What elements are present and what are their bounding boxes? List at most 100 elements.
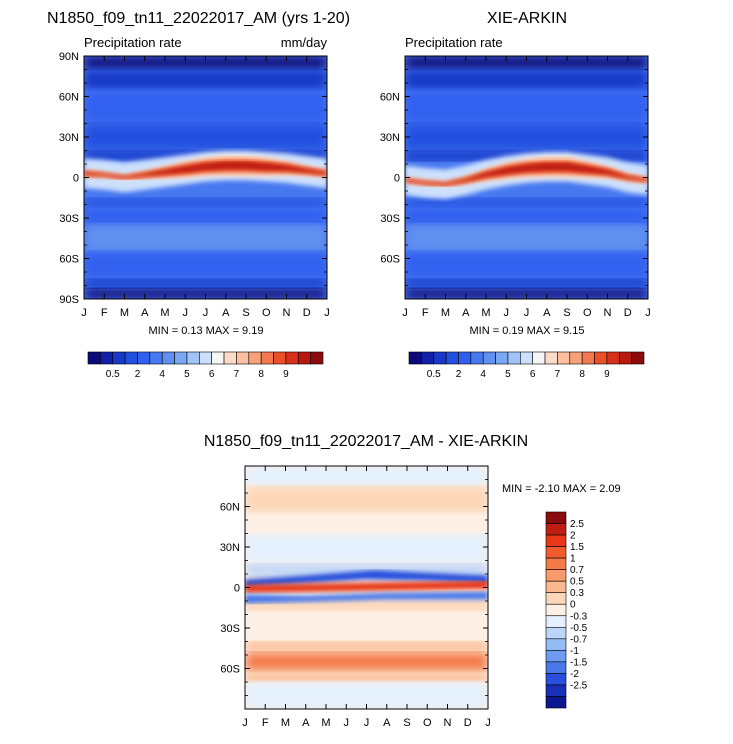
panel-model-colorbar: 0.5 2 4 5 6 7 8 9 xyxy=(87,351,324,380)
field-band xyxy=(84,207,327,225)
colorbar-swatch xyxy=(137,351,151,365)
x-tick-label: M xyxy=(120,307,129,319)
field-body xyxy=(245,466,488,709)
field-band xyxy=(84,288,327,299)
x-tick-label: J xyxy=(524,307,530,319)
colorbar-swatch xyxy=(520,351,533,365)
y-tick-label: 60S xyxy=(380,254,400,266)
colorbar-swatch xyxy=(199,351,212,365)
panel-model-units: mm/day xyxy=(281,35,328,50)
field-body xyxy=(405,56,648,299)
colorbar-swatch xyxy=(174,351,188,365)
diff-neg-band-south xyxy=(245,591,488,604)
diff-band xyxy=(245,466,488,487)
colorbar-label: 0.5 xyxy=(427,369,441,380)
panel-model-subtitle: Precipitation rate xyxy=(84,35,182,50)
colorbar-swatch xyxy=(297,351,311,365)
colorbar-swatch xyxy=(445,351,459,365)
field-band xyxy=(84,278,327,289)
colorbar-label: 5 xyxy=(184,369,190,380)
x-tick-label: J xyxy=(645,307,651,319)
colorbar-label: 4 xyxy=(480,369,486,380)
field-band xyxy=(84,224,327,252)
colorbar-label: -2 xyxy=(570,669,579,680)
colorbar-swatch xyxy=(408,351,422,365)
colorbar-label: -1 xyxy=(570,646,579,657)
colorbar-swatch xyxy=(532,351,546,365)
colorbar-swatch xyxy=(569,351,583,365)
x-tick-label: A xyxy=(383,717,391,729)
colorbar-swatch xyxy=(545,615,567,628)
x-tick-label: J xyxy=(203,307,209,319)
diff-band xyxy=(245,533,488,564)
x-tick-label: O xyxy=(262,307,271,319)
colorbar-label: 4 xyxy=(159,369,165,380)
diff-band xyxy=(245,652,488,672)
x-tick-label: D xyxy=(464,717,472,729)
field-band xyxy=(84,197,327,208)
panel-diff-colorbar: 2.521.510.70.50.30-0.3-0.5-0.7-1-1.5-2-2… xyxy=(545,511,588,709)
diff-band xyxy=(245,611,488,642)
colorbar-label: -0.5 xyxy=(570,623,588,634)
field-band xyxy=(405,123,648,151)
x-tick-label: O xyxy=(423,717,432,729)
field-body xyxy=(84,56,327,299)
y-tick-label: 30S xyxy=(59,213,79,225)
x-tick-label: N xyxy=(283,307,291,319)
y-tick-label: 30N xyxy=(380,132,400,144)
colorbar-swatch xyxy=(495,351,509,365)
diff-band xyxy=(245,513,488,534)
colorbar-swatch xyxy=(545,638,567,651)
panel-diff: N1850_f09_tn11_22022017_AM - XIE-ARKIN 6… xyxy=(204,433,621,729)
panel-obs-colorbar: 0.5 2 4 5 6 7 8 9 xyxy=(408,351,645,380)
colorbar-label: -0.3 xyxy=(570,611,588,622)
field-band xyxy=(405,278,648,289)
colorbar-label: 5 xyxy=(505,369,511,380)
colorbar-swatch xyxy=(545,661,567,674)
panel-model: N1850_f09_tn11_22022017_AM (yrs 1-20) Pr… xyxy=(47,10,350,380)
colorbar-label: 0.3 xyxy=(570,588,584,599)
colorbar-swatch xyxy=(545,650,567,663)
x-tick-label: N xyxy=(604,307,612,319)
colorbar-label: 0.5 xyxy=(106,369,120,380)
colorbar-label: 0.7 xyxy=(570,565,584,576)
field-band xyxy=(84,123,327,151)
colorbar-swatch xyxy=(161,351,175,365)
x-tick-label: N xyxy=(444,717,452,729)
y-tick-label: 60N xyxy=(380,92,400,104)
colorbar-swatch xyxy=(545,511,567,524)
x-tick-label: A xyxy=(141,307,149,319)
colorbar-swatch xyxy=(248,351,262,365)
y-tick-label: 0 xyxy=(234,583,240,595)
colorbar-swatch xyxy=(545,626,567,640)
colorbar-swatch xyxy=(545,603,567,617)
colorbar-label: -2.5 xyxy=(570,680,588,691)
x-tick-label: J xyxy=(324,307,330,319)
y-tick-label: 60S xyxy=(220,664,240,676)
colorbar-label: 0.5 xyxy=(570,577,584,588)
diff-neg-band xyxy=(245,569,488,588)
y-tick-label: 60S xyxy=(59,254,79,266)
y-tick-label: 30S xyxy=(380,213,400,225)
colorbar-swatch xyxy=(545,569,567,582)
x-tick-label: J xyxy=(81,307,87,319)
itcz-contour xyxy=(405,163,648,185)
colorbar-label: -0.7 xyxy=(570,634,588,645)
panel-obs-title: XIE-ARKIN xyxy=(487,10,567,27)
colorbar-label: 2 xyxy=(135,369,141,380)
colorbar-swatch xyxy=(223,351,237,365)
x-tick-label: A xyxy=(543,307,551,319)
colorbar-swatch xyxy=(545,523,567,536)
colorbar-label: 9 xyxy=(604,369,610,380)
colorbar-swatch xyxy=(618,351,632,365)
colorbar-label: 2.5 xyxy=(570,519,584,530)
colorbar-swatch xyxy=(544,351,558,365)
colorbar-label: 6 xyxy=(209,369,215,380)
colorbar-swatch xyxy=(545,696,567,709)
diff-band xyxy=(245,486,488,514)
colorbar-label: -1.5 xyxy=(570,657,588,668)
